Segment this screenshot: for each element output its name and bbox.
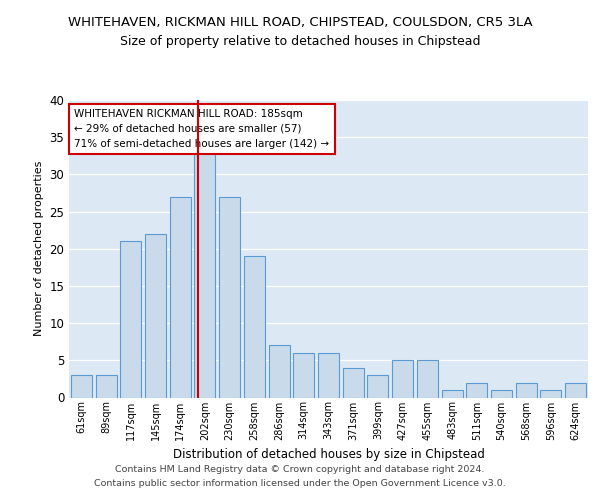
Y-axis label: Number of detached properties: Number of detached properties (34, 161, 44, 336)
Text: Contains public sector information licensed under the Open Government Licence v3: Contains public sector information licen… (94, 479, 506, 488)
Bar (95, 375, 116, 398)
Bar (516, 382, 537, 398)
Bar (565, 382, 586, 398)
Bar (71, 375, 92, 398)
Bar (343, 368, 364, 398)
Bar (145, 234, 166, 398)
Text: Contains HM Land Registry data © Crown copyright and database right 2024.: Contains HM Land Registry data © Crown c… (115, 466, 485, 474)
Bar (170, 196, 191, 398)
Bar (269, 346, 290, 398)
Bar (244, 256, 265, 398)
Text: WHITEHAVEN RICKMAN HILL ROAD: 185sqm
← 29% of detached houses are smaller (57)
7: WHITEHAVEN RICKMAN HILL ROAD: 185sqm ← 2… (74, 109, 329, 148)
Bar (541, 390, 562, 398)
Bar (466, 382, 487, 398)
Bar (392, 360, 413, 398)
Bar (219, 196, 240, 398)
X-axis label: Distribution of detached houses by size in Chipstead: Distribution of detached houses by size … (173, 448, 484, 461)
Bar (367, 375, 388, 398)
Text: Size of property relative to detached houses in Chipstead: Size of property relative to detached ho… (120, 34, 480, 48)
Bar (318, 353, 339, 398)
Bar (293, 353, 314, 398)
Bar (417, 360, 438, 398)
Bar (491, 390, 512, 398)
Bar (194, 152, 215, 398)
Text: WHITEHAVEN, RICKMAN HILL ROAD, CHIPSTEAD, COULSDON, CR5 3LA: WHITEHAVEN, RICKMAN HILL ROAD, CHIPSTEAD… (68, 16, 532, 29)
Bar (120, 242, 141, 398)
Bar (442, 390, 463, 398)
